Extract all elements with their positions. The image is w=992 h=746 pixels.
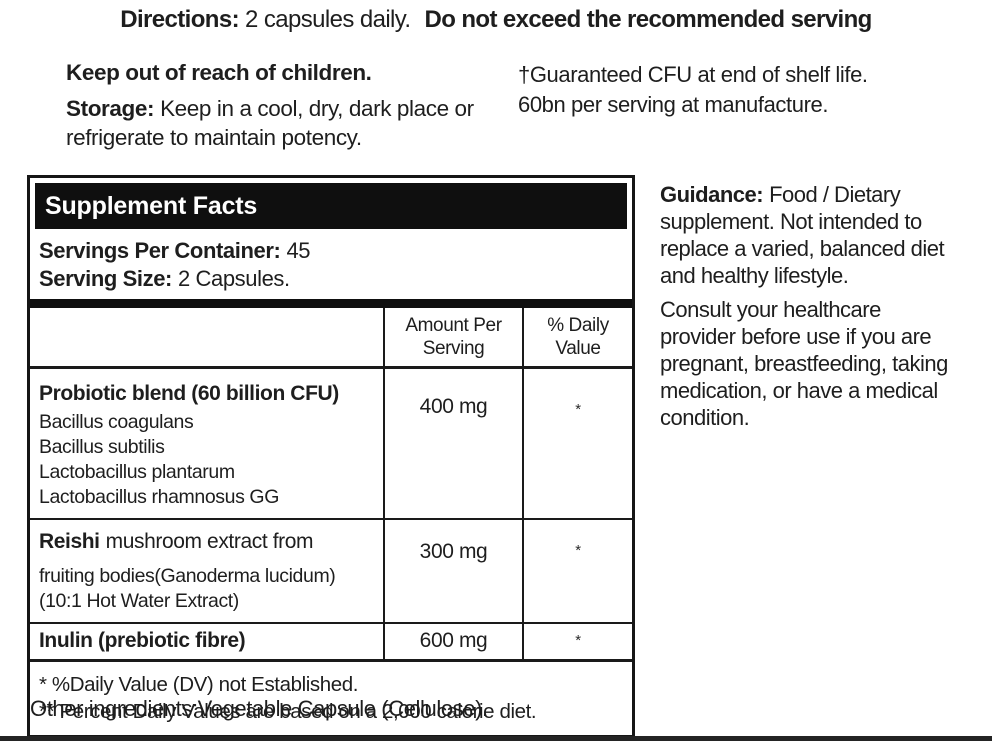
servings-per-container-label: Servings Per Container: (39, 238, 281, 263)
directions-label: Directions: (120, 6, 240, 33)
guidance-paragraph-1: Guidance: Food / Dietary supplement. Not … (660, 181, 960, 289)
reishi-name-rest: mushroom extract from (105, 530, 314, 553)
directions-dosage: 2 capsules daily. (245, 6, 411, 33)
probiotic-blend-name: Probiotic blend (60 billion CFU) (39, 382, 339, 405)
other-ingredients-text: Other ingredients:Vegetable Capsule (Cel… (30, 696, 488, 721)
cfu-note-line1: †Guaranteed CFU at end of shelf life. (518, 62, 868, 87)
table-row: Inulin (prebiotic fibre) 600 mg * (30, 624, 632, 662)
guidance-text-1: Food / Dietary supplement. Not intended … (660, 182, 945, 288)
probiotic-blend-amount: 400 mg (383, 369, 522, 518)
ingredient-column-header (30, 308, 383, 366)
safety-block: Keep out of reach of children. Storage: K… (66, 58, 484, 152)
inulin-dv: * (522, 624, 632, 659)
daily-value-column-header: % Daily Value (522, 308, 632, 366)
guidance-block: Guidance: Food / Dietary supplement. Not … (660, 181, 960, 431)
probiotic-blend-dv: * (522, 369, 632, 518)
table-header-row: Amount Per Serving % Daily Value (30, 308, 632, 369)
guidance-paragraph-2: Consult your healthcare provider before … (660, 297, 948, 430)
inulin-amount: 600 mg (383, 624, 522, 659)
reishi-cell: Reishi mushroom extract from fruiting bod… (30, 520, 383, 622)
reishi-name: Reishi mushroom extract from (39, 529, 374, 555)
footnote-dv-not-established: * %Daily Value (DV) not Established. (39, 673, 359, 696)
cfu-guarantee-note: †Guaranteed CFU at end of shelf life. 60… (518, 60, 938, 120)
guidance-label: Guidance: (660, 182, 764, 207)
probiotic-strain: Bacillus coagulans (39, 411, 194, 433)
serving-size-label: Serving Size: (39, 266, 172, 291)
serving-size-value: 2 Capsules. (177, 266, 290, 291)
amount-column-header: Amount Per Serving (383, 308, 522, 366)
reishi-detail: (10:1 Hot Water Extract) (39, 590, 239, 612)
table-row: Probiotic blend (60 billion CFU) Bacillu… (30, 369, 632, 520)
thick-divider (30, 299, 632, 308)
bottom-divider-bar (0, 736, 992, 741)
inulin-name: Inulin (prebiotic fibre) (39, 629, 246, 652)
reishi-dv: * (522, 520, 632, 622)
reishi-amount: 300 mg (383, 520, 522, 622)
cfu-note-line2: 60bn per serving at manufacture. (518, 92, 829, 117)
probiotic-strain: Lactobacillus plantarum (39, 461, 235, 483)
supplement-facts-title: Supplement Facts (35, 183, 627, 229)
reishi-detail: fruiting bodies(Ganoderma lucidum) (39, 565, 336, 587)
footnotes: * %Daily Value (DV) not Established. ** … (30, 662, 632, 735)
serving-size: Serving Size: 2 Capsules. (39, 265, 627, 293)
keep-out-of-reach-text: Keep out of reach of children. (66, 60, 372, 85)
storage-text: Storage: Keep in a cool, dry, dark place … (66, 94, 484, 152)
probiotic-blend-cell: Probiotic blend (60 billion CFU) Bacillu… (30, 369, 383, 518)
table-row: Reishi mushroom extract from fruiting bod… (30, 520, 632, 624)
footnote-calorie-diet: ** Percent Daily Values are based on a 2… (39, 700, 537, 723)
storage-label: Storage: (66, 96, 155, 121)
servings-per-container-value: 45 (286, 238, 311, 263)
probiotic-strain: Lactobacillus rhamnosus GG (39, 486, 279, 508)
servings-info: Servings Per Container: 45 Serving Size: 2… (30, 234, 632, 299)
directions-warning: Do not exceed the recommended serving (424, 6, 872, 33)
directions-line: Directions: 2 capsules daily. Do not excee… (0, 6, 992, 34)
probiotic-strain: Bacillus subtilis (39, 436, 165, 458)
storage-instructions: Keep in a cool, dry, dark place or refri… (66, 96, 474, 150)
inulin-cell: Inulin (prebiotic fibre) (30, 624, 383, 659)
supplement-facts-panel: Supplement Facts Servings Per Container:… (27, 175, 635, 738)
reishi-name-bold: Reishi (39, 530, 100, 553)
servings-per-container: Servings Per Container: 45 (39, 237, 627, 265)
